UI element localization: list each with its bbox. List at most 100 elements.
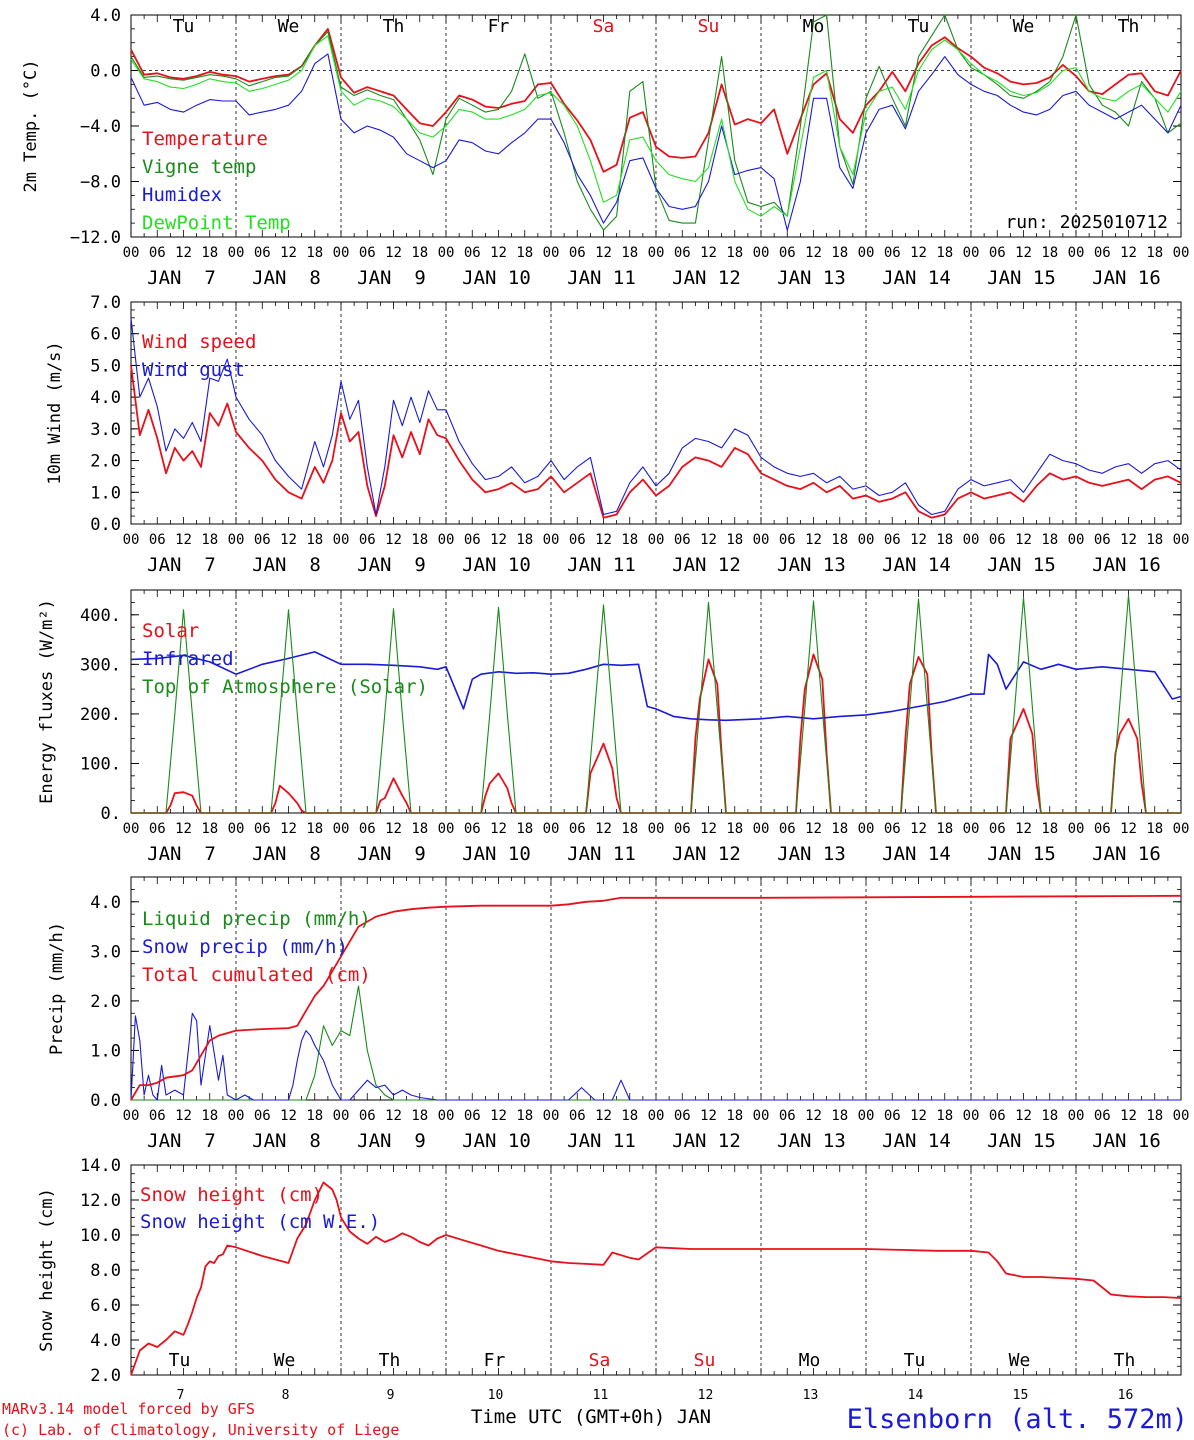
y-tick-label: −12.0: [70, 228, 121, 248]
date-label: JAN 10: [462, 843, 531, 865]
hour-tick-label: 00: [963, 821, 980, 837]
panel-1: 4.0 0.0 −4.0 −8.0 −12.0 2m Temp. (°C) Temperat…: [21, 6, 1189, 289]
hour-tick-label: 12: [595, 821, 612, 837]
day-of-week-label: We: [274, 1350, 296, 1371]
date-label: JAN 14: [882, 843, 951, 865]
legend-entry: Liquid precip (mm/h): [142, 908, 371, 930]
hour-tick-label: 06: [884, 532, 901, 548]
hour-tick-label: 06: [1094, 1108, 1111, 1124]
y-axis-label: Energy fluxes (W/m²): [37, 599, 57, 804]
hour-tick-label: 06: [1094, 821, 1111, 837]
day-of-week-label: Th: [1114, 1350, 1136, 1371]
hour-tick-label: 06: [989, 532, 1006, 548]
hour-tick-label: 06: [779, 532, 796, 548]
hour-tick-label: 12: [595, 532, 612, 548]
day-of-week-label: Tu: [169, 1350, 191, 1371]
date-label: JAN 15: [987, 554, 1056, 576]
day-number-label: 13: [803, 1388, 819, 1403]
date-label: JAN 9: [357, 267, 426, 289]
hour-tick-label: 12: [175, 821, 192, 837]
hour-tick-label: 18: [831, 532, 848, 548]
hour-tick-label: 06: [149, 245, 166, 261]
hour-tick-label: 18: [516, 532, 533, 548]
hour-tick-label: 18: [201, 821, 218, 837]
hour-tick-label: 18: [1146, 821, 1163, 837]
legend-entry: Top of Atmosphere (Solar): [142, 676, 428, 698]
hour-tick-label: 06: [464, 532, 481, 548]
day-of-week-label: Fr: [484, 1350, 506, 1371]
hour-tick-label: 06: [569, 1108, 586, 1124]
date-label: JAN 9: [357, 554, 426, 576]
hour-tick-label: 06: [464, 245, 481, 261]
date-label: JAN 10: [462, 1130, 531, 1152]
hour-tick-label: 12: [385, 821, 402, 837]
hour-tick-label: 18: [1041, 821, 1058, 837]
hour-tick-label: 12: [1015, 1108, 1032, 1124]
hour-tick-label: 00: [753, 245, 770, 261]
hour-tick-label: 18: [516, 821, 533, 837]
hour-tick-label: 06: [254, 532, 271, 548]
hour-tick-label: 00: [228, 821, 245, 837]
day-number-label: 9: [387, 1388, 395, 1403]
hour-tick-label: 12: [490, 532, 507, 548]
y-tick-label: 6.0: [90, 325, 121, 345]
legend-entry: DewPoint Temp: [142, 212, 291, 234]
legend-entry: Snow height (cm W.E.): [140, 1211, 380, 1233]
hour-tick-label: 00: [228, 245, 245, 261]
day-of-week-label: Mo: [803, 16, 825, 37]
hour-tick-label: 12: [1120, 821, 1137, 837]
series-line-wind-gust: [130, 317, 1182, 516]
hour-tick-label: 00: [648, 245, 665, 261]
date-label: JAN 16: [1092, 1130, 1161, 1152]
hour-tick-label: 06: [989, 245, 1006, 261]
y-tick-label: 0.0: [90, 1091, 121, 1111]
y-tick-label: 7.0: [90, 293, 121, 313]
day-of-week-label: Sa: [589, 1350, 611, 1371]
date-label: JAN 8: [252, 843, 321, 865]
y-tick-label: 2.0: [90, 1366, 121, 1386]
panel-3: 400. 300. 200. 100. 0. Energy fluxes (W/m²) So…: [37, 589, 1189, 865]
date-label: JAN 13: [777, 1130, 846, 1152]
hour-tick-label: 06: [884, 245, 901, 261]
hour-tick-label: 12: [1120, 245, 1137, 261]
hour-tick-label: 12: [805, 245, 822, 261]
hour-tick-label: 00: [543, 532, 560, 548]
date-label: JAN 9: [357, 1130, 426, 1152]
hour-tick-label: 18: [1041, 1108, 1058, 1124]
y-tick-label: 4.0: [90, 1331, 121, 1351]
hour-tick-label: 18: [1146, 532, 1163, 548]
y-tick-label: 4.0: [90, 388, 121, 408]
y-tick-label: 4.0: [90, 893, 121, 913]
date-label: JAN 14: [882, 267, 951, 289]
hour-tick-label: 00: [858, 532, 875, 548]
hour-tick-label: 00: [123, 245, 140, 261]
hour-tick-label: 18: [411, 532, 428, 548]
date-label: JAN 12: [672, 1130, 741, 1152]
y-tick-label: 2.0: [90, 992, 121, 1012]
y-tick-label: 4.0: [90, 6, 121, 26]
hour-tick-label: 18: [831, 821, 848, 837]
hour-tick-label: 00: [963, 1108, 980, 1124]
day-of-week-label: Fr: [488, 16, 510, 37]
hour-tick-label: 06: [254, 245, 271, 261]
hour-tick-label: 18: [936, 245, 953, 261]
hour-tick-label: 12: [385, 245, 402, 261]
hour-tick-label: 00: [333, 532, 350, 548]
date-label: JAN 10: [462, 267, 531, 289]
hour-tick-label: 00: [438, 1108, 455, 1124]
hour-tick-label: 12: [910, 1108, 927, 1124]
hour-tick-label: 18: [936, 532, 953, 548]
hour-tick-label: 00: [1173, 1108, 1190, 1124]
plot-frame: [130, 589, 1182, 814]
date-label: JAN 13: [777, 843, 846, 865]
hour-tick-label: 06: [149, 1108, 166, 1124]
date-label: JAN 7: [147, 554, 216, 576]
y-tick-label: 8.0: [90, 1261, 121, 1281]
hour-tick-label: 00: [438, 532, 455, 548]
day-of-week-label: Su: [698, 16, 720, 37]
legend-entry: Solar: [142, 620, 199, 642]
series-line-humidex: [130, 53, 1182, 231]
y-tick-label: 10.0: [80, 1226, 121, 1246]
series-line-wind-speed: [130, 365, 1182, 519]
